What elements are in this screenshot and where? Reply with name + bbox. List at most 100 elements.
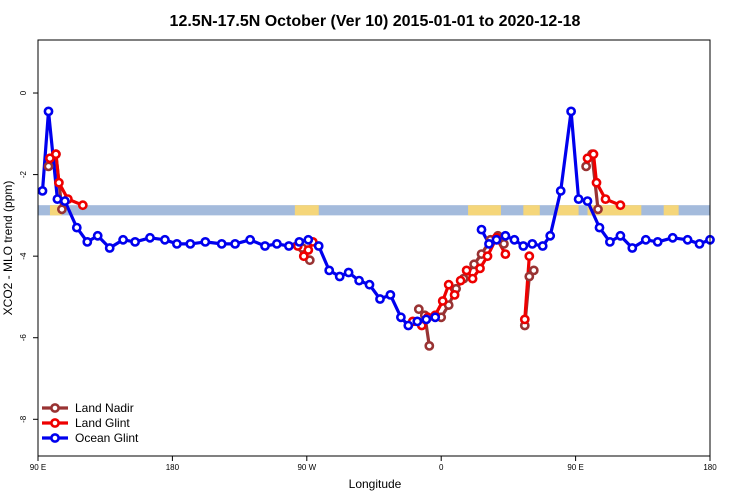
data-point [43, 161, 54, 172]
y-axis: 0 -2 -4 -6 -8 [19, 90, 38, 423]
data-point [230, 238, 240, 249]
data-point [491, 234, 502, 245]
data-point [594, 222, 605, 233]
data-point [475, 263, 485, 274]
legend-swatch-marker [50, 433, 60, 443]
data-point [455, 275, 466, 286]
data-point [271, 238, 282, 249]
data-point [528, 265, 539, 276]
data-point [537, 241, 548, 251]
x-tick-label: 180 [703, 463, 717, 472]
data-point [324, 265, 335, 276]
legend-label: Land Nadir [75, 401, 134, 415]
data-point [467, 273, 478, 284]
data-point [591, 177, 602, 188]
data-point [82, 236, 93, 247]
data-point [283, 241, 294, 251]
data-point [216, 238, 227, 249]
data-point [71, 222, 82, 233]
data-point [60, 196, 70, 206]
data-point [294, 236, 305, 247]
data-point [430, 312, 441, 323]
series-lines [37, 106, 715, 351]
data-point [524, 251, 535, 262]
data-point [200, 236, 211, 247]
data-point [437, 296, 448, 306]
data-point [476, 224, 487, 235]
data-point [667, 232, 678, 243]
data-point [500, 249, 511, 259]
plot-frame [37, 39, 711, 457]
data-point [354, 275, 364, 286]
data-point [545, 230, 556, 241]
data-point [615, 200, 626, 211]
data-point [588, 149, 599, 160]
data-point [449, 289, 460, 300]
land-span [294, 205, 319, 216]
data-point [519, 314, 530, 325]
data-point [104, 243, 115, 253]
data-point [118, 234, 128, 245]
data-point [640, 234, 651, 245]
data-point [412, 316, 423, 327]
data-point [385, 289, 396, 300]
x-tick-label: 180 [166, 463, 180, 472]
data-point [518, 241, 529, 251]
data-point [566, 106, 576, 117]
land-span [468, 205, 501, 216]
x-axis-label: Longitude [349, 477, 402, 491]
data-point [303, 245, 314, 255]
data-point [37, 185, 48, 196]
y-tick-label: -4 [19, 252, 28, 260]
data-point [403, 320, 414, 331]
data-point [303, 234, 314, 245]
legend-swatch-marker [50, 403, 60, 413]
legend-label: Land Glint [75, 416, 130, 430]
land-span [49, 205, 62, 216]
data-point [52, 194, 63, 204]
ocean-band [38, 205, 710, 216]
data-point [395, 312, 406, 323]
data-point [145, 232, 155, 243]
data-point [57, 204, 67, 215]
x-tick-label: 90 E [30, 463, 46, 472]
series-line [523, 256, 531, 320]
chart-title: 12.5N-17.5N October (Ver 10) 2015-01-01 … [170, 13, 581, 30]
y-tick-label: -2 [19, 170, 28, 178]
data-point [51, 149, 61, 160]
data-point [573, 194, 584, 204]
data-point [77, 200, 88, 211]
y-tick-label: 0 [19, 90, 28, 95]
legend-label: Ocean Glint [75, 431, 139, 445]
data-point [245, 234, 255, 245]
data-point [171, 238, 182, 249]
legend-swatch-marker [50, 418, 60, 428]
data-point [343, 267, 354, 278]
data-point [581, 161, 591, 172]
data-point [461, 265, 472, 276]
data-point [43, 106, 54, 117]
data-point [424, 340, 435, 351]
data-point [582, 196, 593, 206]
data-point [159, 234, 170, 245]
data-point [593, 204, 603, 215]
data-point [443, 279, 454, 290]
data-point [555, 185, 566, 196]
data-point [509, 234, 520, 245]
data-point [313, 241, 324, 251]
data-point [364, 279, 375, 290]
data-point [298, 251, 309, 262]
data-point [334, 271, 345, 282]
land-span [554, 205, 579, 216]
data-point [375, 294, 385, 304]
data-point [413, 304, 424, 315]
x-axis: 90 E 180 90 W 0 90 E 180 [30, 456, 717, 472]
data-point [421, 314, 432, 325]
data-point [185, 238, 196, 249]
x-tick-label: 90 W [297, 463, 316, 472]
y-axis-label: XCO2 - MLO trend (ppm) [1, 181, 15, 316]
data-point [605, 236, 615, 247]
y-tick-label: -8 [19, 415, 28, 423]
data-point [498, 238, 509, 249]
